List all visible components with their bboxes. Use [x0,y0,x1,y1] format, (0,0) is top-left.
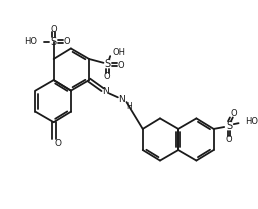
Text: O: O [50,25,57,34]
Text: N: N [102,87,109,96]
Text: HO: HO [24,37,37,46]
Text: O: O [117,61,124,70]
Text: HO: HO [245,117,258,126]
Text: O: O [64,37,70,46]
Text: O: O [226,135,232,144]
Text: OH: OH [112,48,125,57]
Text: S: S [51,37,57,47]
Text: O: O [230,109,237,118]
Text: N: N [118,95,125,104]
Text: O: O [55,139,62,148]
Text: S: S [104,59,110,69]
Text: H: H [126,102,132,111]
Text: O: O [104,72,111,81]
Text: S: S [226,121,232,131]
